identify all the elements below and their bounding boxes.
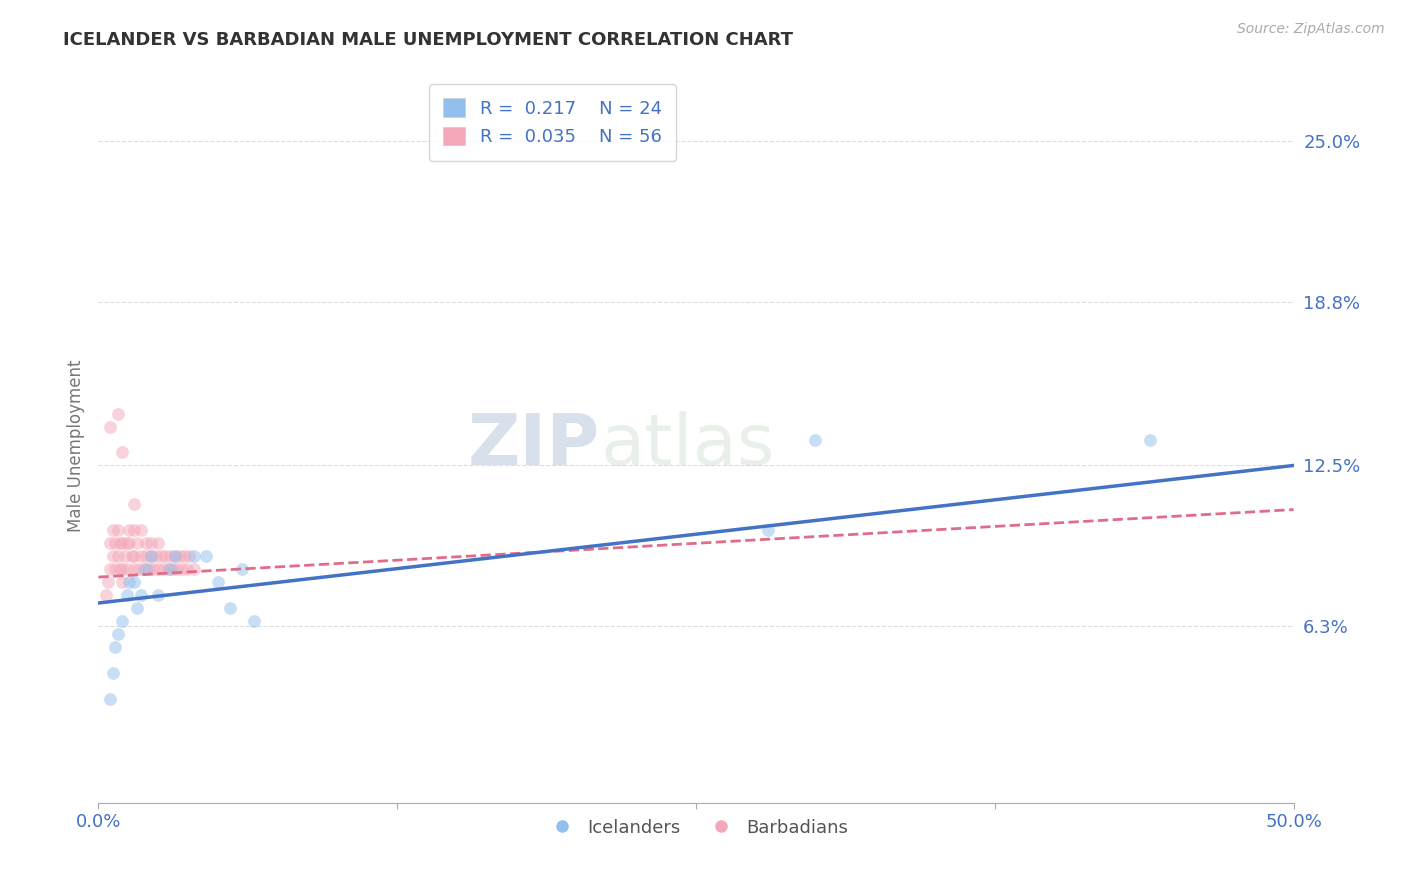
Point xyxy=(142,562,165,576)
Point xyxy=(124,575,146,590)
Point xyxy=(111,562,134,576)
Point xyxy=(121,549,143,564)
Text: ZIP: ZIP xyxy=(468,411,600,481)
Y-axis label: Male Unemployment: Male Unemployment xyxy=(66,359,84,533)
Point xyxy=(111,614,134,628)
Point xyxy=(128,562,150,576)
Point xyxy=(118,524,141,538)
Point xyxy=(111,536,134,550)
Point xyxy=(183,562,205,576)
Text: ICELANDER VS BARBADIAN MALE UNEMPLOYMENT CORRELATION CHART: ICELANDER VS BARBADIAN MALE UNEMPLOYMENT… xyxy=(63,31,793,49)
Point xyxy=(159,549,181,564)
Text: Source: ZipAtlas.com: Source: ZipAtlas.com xyxy=(1237,22,1385,37)
Point xyxy=(156,562,179,576)
Point xyxy=(176,562,198,576)
Point xyxy=(125,536,148,550)
Point xyxy=(231,562,253,576)
Point xyxy=(166,562,188,576)
Point xyxy=(98,562,122,576)
Point xyxy=(98,536,122,550)
Point xyxy=(118,536,141,550)
Point xyxy=(179,549,201,564)
Point xyxy=(108,536,131,550)
Point xyxy=(101,549,124,564)
Point xyxy=(104,562,127,576)
Point xyxy=(131,549,153,564)
Point xyxy=(162,562,184,576)
Point xyxy=(804,433,827,447)
Point xyxy=(183,549,205,564)
Point xyxy=(756,524,779,538)
Point xyxy=(163,549,186,564)
Point xyxy=(108,562,131,576)
Point xyxy=(169,549,191,564)
Legend: Icelanders, Barbadians: Icelanders, Barbadians xyxy=(537,812,855,844)
Point xyxy=(111,575,134,590)
Point xyxy=(104,536,127,550)
Point xyxy=(115,536,138,550)
Point xyxy=(98,692,122,706)
Point xyxy=(124,524,146,538)
Point xyxy=(114,549,136,564)
Point xyxy=(132,562,155,576)
Point xyxy=(139,549,162,564)
Point xyxy=(138,562,160,576)
Point xyxy=(135,562,157,576)
Point xyxy=(125,601,148,615)
Point xyxy=(243,614,266,628)
Point xyxy=(107,407,129,421)
Point xyxy=(124,549,146,564)
Point xyxy=(97,575,120,590)
Point xyxy=(98,419,122,434)
Point xyxy=(101,666,124,681)
Point xyxy=(139,536,162,550)
Point xyxy=(111,445,134,459)
Point xyxy=(124,562,146,576)
Point xyxy=(135,536,157,550)
Point xyxy=(159,562,181,576)
Point xyxy=(195,549,218,564)
Point xyxy=(152,562,174,576)
Point xyxy=(148,562,170,576)
Point xyxy=(94,588,117,602)
Point xyxy=(104,640,127,654)
Point xyxy=(107,524,129,538)
Text: atlas: atlas xyxy=(600,411,775,481)
Point xyxy=(107,549,129,564)
Point xyxy=(163,549,186,564)
Point xyxy=(115,588,138,602)
Point xyxy=(148,588,170,602)
Point xyxy=(131,524,153,538)
Point xyxy=(139,549,162,564)
Point xyxy=(1139,433,1161,447)
Point xyxy=(173,549,195,564)
Point xyxy=(148,536,170,550)
Point xyxy=(124,497,146,511)
Point xyxy=(155,549,177,564)
Point xyxy=(219,601,242,615)
Point xyxy=(101,524,124,538)
Point xyxy=(135,549,157,564)
Point xyxy=(131,588,153,602)
Point xyxy=(107,627,129,641)
Point xyxy=(207,575,229,590)
Point xyxy=(115,562,138,576)
Point xyxy=(172,562,194,576)
Point xyxy=(145,549,167,564)
Point xyxy=(149,549,172,564)
Point xyxy=(118,575,141,590)
